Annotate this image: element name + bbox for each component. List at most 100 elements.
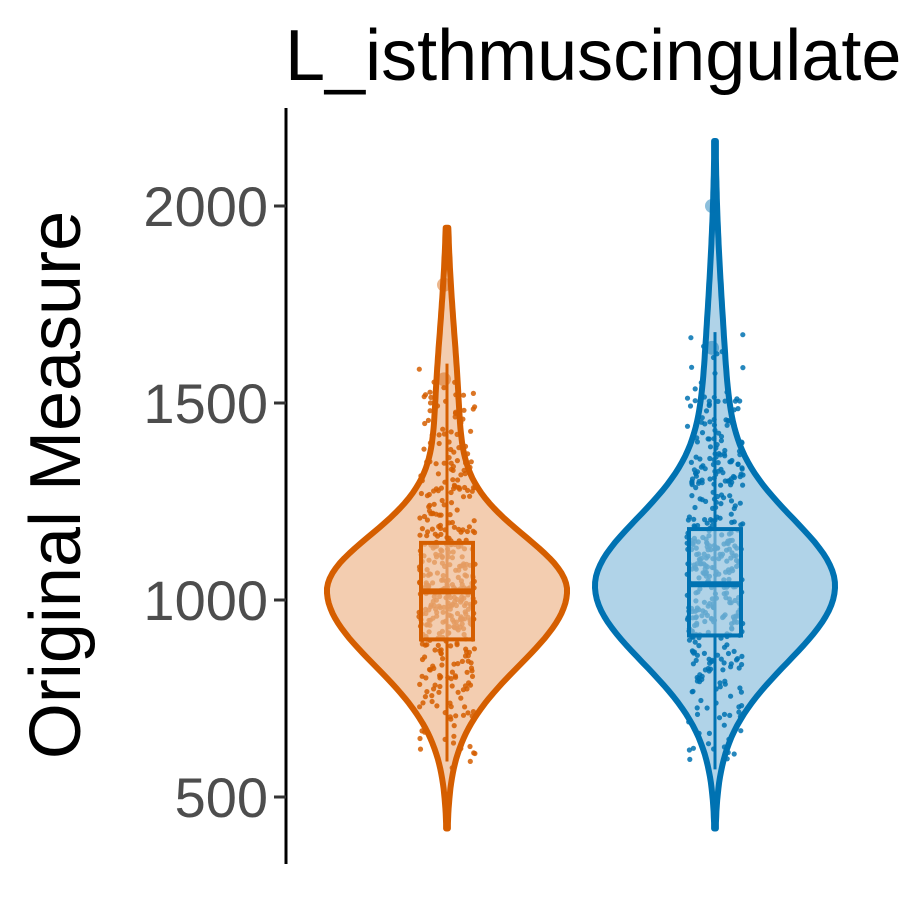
- data-point: [431, 686, 437, 692]
- data-point: [418, 473, 424, 479]
- data-point: [714, 493, 721, 500]
- data-point: [442, 527, 448, 533]
- data-point: [707, 444, 714, 450]
- data-point: [451, 733, 457, 739]
- data-point: [731, 474, 738, 481]
- data-point: [438, 674, 444, 680]
- data-point: [448, 500, 455, 506]
- data-point: [446, 455, 452, 461]
- data-point: [692, 398, 698, 404]
- data-point: [712, 468, 718, 474]
- data-point: [427, 400, 434, 406]
- data-point: [718, 492, 725, 498]
- data-point: [689, 493, 695, 499]
- violin-1: [324, 224, 570, 832]
- data-point: [693, 485, 699, 491]
- data-point: [716, 451, 722, 457]
- data-point: [424, 533, 430, 539]
- data-point: [469, 713, 475, 719]
- data-point: [450, 477, 456, 483]
- data-point: [737, 500, 743, 506]
- data-point: [727, 712, 733, 719]
- data-point: [694, 678, 701, 684]
- data-point: [417, 704, 423, 710]
- data-point: [463, 460, 469, 466]
- data-point: [697, 672, 703, 678]
- data-point: [710, 461, 717, 468]
- data-point: [424, 642, 430, 648]
- data-point: [708, 666, 714, 672]
- data-point: [713, 504, 719, 510]
- data-point: [458, 695, 464, 701]
- data-point: [465, 487, 471, 493]
- data-point: [684, 395, 691, 401]
- data-point: [717, 684, 723, 690]
- data-point: [449, 765, 455, 771]
- data-point: [448, 429, 454, 435]
- data-point: [419, 728, 425, 734]
- data-point: [465, 710, 471, 716]
- data-point: [692, 386, 698, 392]
- data-point: [467, 758, 473, 765]
- data-point: [725, 478, 731, 484]
- data-point: [454, 458, 460, 464]
- data-point: [447, 700, 453, 706]
- data-point: [465, 451, 471, 457]
- data-point: [442, 736, 448, 743]
- chart-title: L_isthmuscingulate: [285, 16, 900, 96]
- data-point: [722, 678, 728, 684]
- data-point: [704, 520, 710, 526]
- data-point: [460, 494, 467, 500]
- data-point: [452, 379, 458, 385]
- data-point: [724, 422, 730, 428]
- data-point: [436, 512, 442, 518]
- data-point: [472, 750, 478, 757]
- data-point: [709, 657, 715, 663]
- data-point: [705, 436, 711, 442]
- data-point: [706, 401, 713, 407]
- data-point: [448, 643, 454, 649]
- data-point: [458, 529, 464, 535]
- data-point: [456, 445, 462, 451]
- data-point: [736, 704, 742, 710]
- data-point: [416, 366, 422, 372]
- data-point: [691, 467, 698, 473]
- data-point: [427, 408, 433, 414]
- data-point: [446, 439, 452, 445]
- data-point: [455, 661, 461, 667]
- data-point: [721, 644, 728, 650]
- data-point: [705, 741, 712, 747]
- data-point: [435, 471, 441, 477]
- data-point: [440, 426, 446, 432]
- data-point: [441, 460, 447, 466]
- data-point: [441, 502, 447, 508]
- data-point: [717, 515, 723, 521]
- data-point: [423, 675, 429, 681]
- data-point: [468, 665, 475, 671]
- data-point: [707, 455, 713, 462]
- data-point: [470, 709, 476, 715]
- data-point: [710, 354, 717, 361]
- data-point: [712, 370, 718, 376]
- outlier-point: [705, 340, 719, 355]
- data-point: [435, 642, 441, 649]
- data-point: [715, 398, 721, 404]
- data-point: [436, 440, 442, 447]
- data-point: [417, 532, 423, 538]
- data-point: [441, 385, 447, 391]
- data-point: [470, 406, 476, 412]
- data-point: [419, 478, 425, 484]
- data-point: [731, 648, 737, 655]
- data-point: [694, 417, 700, 423]
- data-point: [698, 697, 704, 704]
- data-point: [689, 689, 695, 695]
- data-point: [435, 488, 441, 494]
- data-point: [726, 736, 732, 742]
- data-point: [468, 459, 474, 465]
- data-point: [689, 364, 695, 370]
- data-point: [417, 746, 424, 752]
- data-point: [722, 398, 728, 404]
- data-point: [684, 423, 691, 429]
- data-point: [419, 526, 425, 532]
- data-point: [421, 446, 427, 452]
